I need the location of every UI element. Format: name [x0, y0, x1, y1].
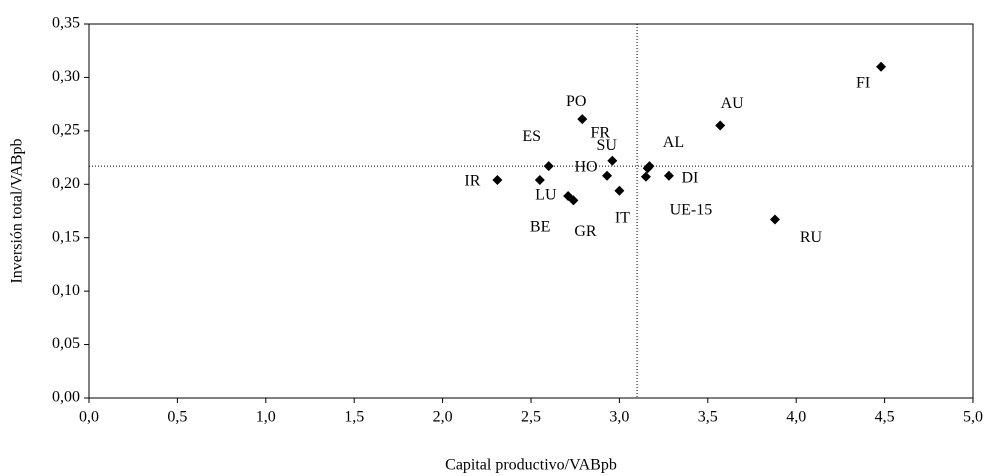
point-label: FI [856, 74, 870, 91]
x-axis-title: Capital productivo/VABpb [445, 457, 617, 474]
y-tick-label: 0,35 [52, 15, 80, 32]
point [715, 120, 726, 131]
x-tick-label: 3,5 [698, 409, 718, 426]
point [568, 195, 579, 206]
point-label: AL [663, 134, 684, 151]
point [644, 161, 655, 172]
point [602, 170, 613, 181]
point-label: RU [800, 229, 823, 246]
y-tick-label: 0,25 [52, 122, 80, 139]
x-tick-label: 0,0 [79, 409, 99, 426]
x-tick-label: 2,5 [521, 409, 541, 426]
y-tick-label: 0,05 [52, 335, 80, 352]
point-label: GR [574, 223, 597, 240]
point-label: DI [681, 169, 698, 186]
x-tick-label: 1,0 [256, 409, 276, 426]
x-tick-label: 2,0 [433, 409, 453, 426]
y-tick-label: 0,15 [52, 228, 80, 245]
point-label: ES [522, 128, 541, 145]
point [543, 161, 554, 172]
point-label: UE-15 [670, 201, 713, 218]
x-tick-label: 0,5 [167, 409, 187, 426]
point [577, 114, 588, 125]
point [640, 171, 651, 182]
y-tick-label: 0,10 [52, 282, 80, 299]
point-label: AU [721, 95, 745, 112]
x-tick-label: 4,0 [786, 409, 806, 426]
y-axis-title: Inversión total/VABpb [9, 138, 26, 283]
point-label: FR [591, 124, 611, 141]
y-tick-label: 0,00 [52, 389, 80, 406]
x-tick-label: 3,0 [609, 409, 629, 426]
point-label: IT [615, 209, 630, 226]
point-label: LU [535, 187, 557, 204]
point [534, 175, 545, 186]
point [663, 170, 674, 181]
point [607, 155, 618, 166]
y-tick-label: 0,30 [52, 68, 80, 85]
x-tick-label: 5,0 [963, 409, 983, 426]
x-tick-label: 4,5 [875, 409, 895, 426]
point [876, 61, 887, 72]
point-label: PO [566, 93, 586, 110]
y-tick-label: 0,20 [52, 175, 80, 192]
point [769, 214, 780, 225]
point-label: SU [596, 137, 617, 154]
point [614, 185, 625, 196]
x-tick-label: 1,5 [344, 409, 364, 426]
point [492, 175, 503, 186]
plot-frame [88, 23, 974, 399]
point-label: HO [574, 158, 597, 175]
point-label: BE [530, 219, 550, 236]
point-label: IR [464, 173, 480, 190]
